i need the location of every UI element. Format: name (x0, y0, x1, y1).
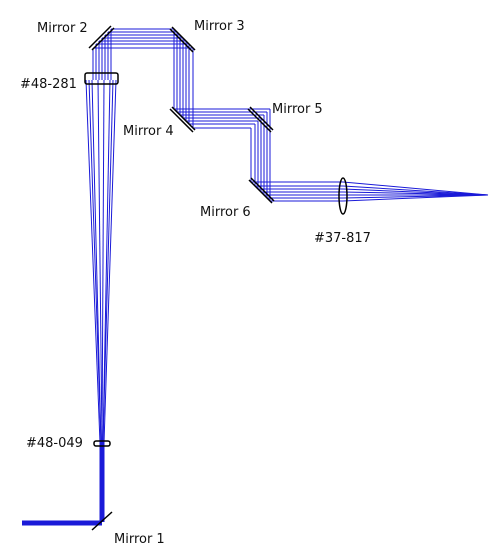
lens-37-817-shape (338, 177, 348, 215)
ray-segment-mirror4-to-mirror5 (174, 108, 270, 129)
mirror-3-label: Mirror 3 (194, 19, 245, 34)
lens-48-281-shape (84, 72, 119, 85)
labels: Mirror 1 Mirror 2 Mirror 3 Mirror 4 Mirr… (20, 19, 371, 547)
mirror-6-label: Mirror 6 (200, 205, 251, 220)
mirror-4-shape (169, 106, 196, 133)
mirror-2-label: Mirror 2 (37, 21, 88, 36)
lens-48-281-label: #48-281 (20, 77, 77, 92)
ray-bundle (22, 28, 489, 526)
lens-37-817-label: #37-817 (314, 231, 371, 246)
ray-segment-focus (342, 181, 489, 202)
mirror-5-shape (247, 106, 274, 133)
mirror-2-shape (88, 25, 115, 51)
ray-segment-mirror3-to-mirror4 (173, 29, 194, 128)
lens-48-049-label: #48-049 (26, 436, 83, 451)
ray-segment-mirror5-to-mirror6 (250, 109, 271, 201)
mirror-1-label: Mirror 1 (114, 532, 165, 547)
ray-segment-mirror2-to-mirror3 (93, 28, 193, 49)
ray-segment-expander (85, 79, 117, 444)
mirror-3-shape (169, 26, 196, 53)
ray-segment-mirror6-to-lens (251, 181, 343, 202)
ray-segment-input (22, 520, 102, 526)
mirror-6-shape (248, 177, 275, 204)
components (84, 25, 348, 531)
mirror-4-label: Mirror 4 (123, 124, 174, 139)
lens-48-049-shape (93, 440, 111, 447)
mirror-1-shape (91, 511, 113, 531)
ray-segment-vertical-lower (99, 443, 105, 522)
mirror-5-label: Mirror 5 (272, 102, 323, 117)
